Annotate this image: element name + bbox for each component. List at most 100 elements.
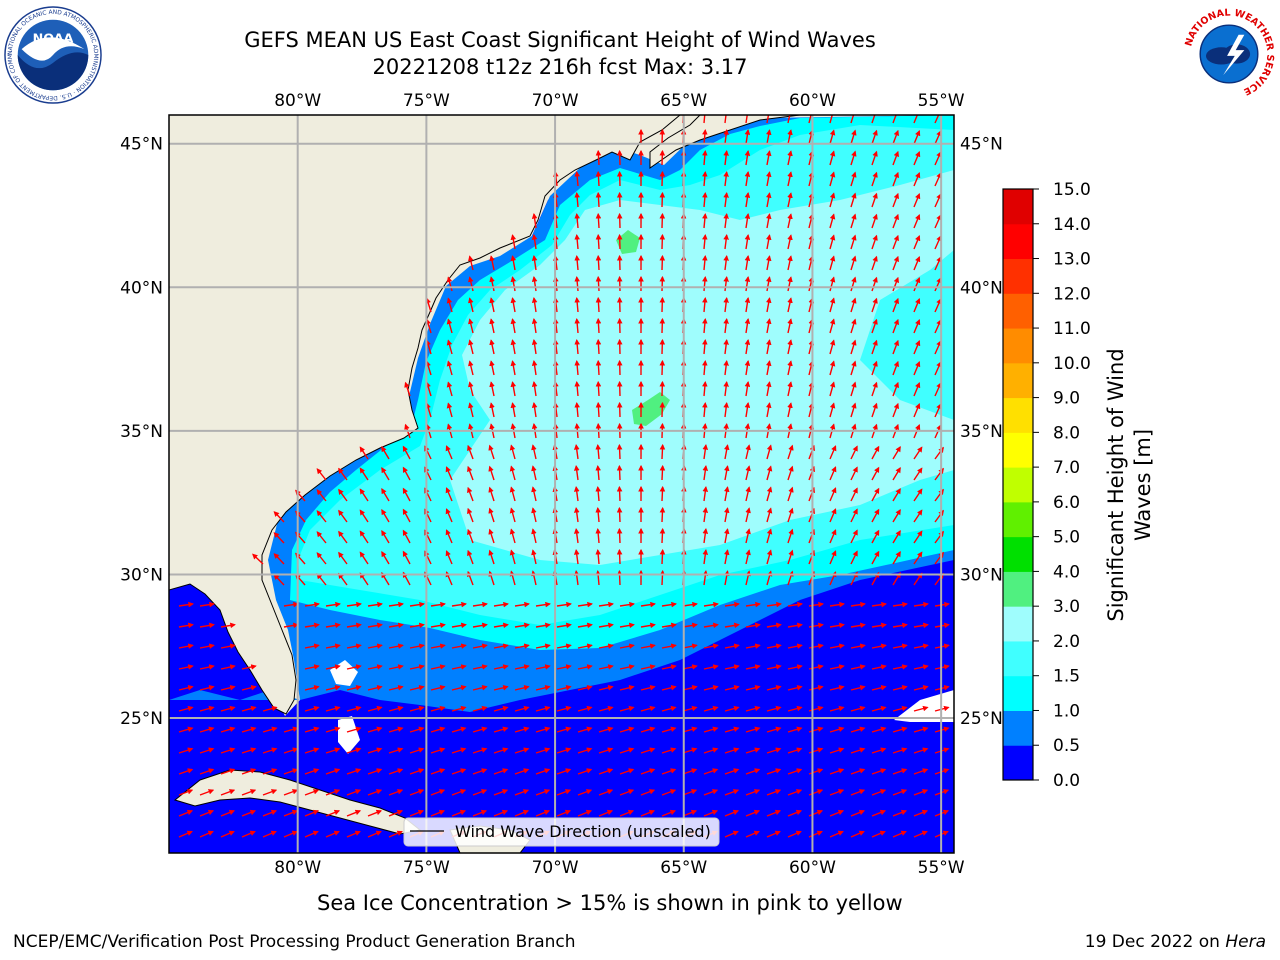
- wave-direction-arrow: [703, 789, 719, 796]
- wave-direction-arrow: [744, 192, 751, 208]
- wave-direction-arrow: [283, 601, 299, 608]
- wave-direction-arrow: [220, 809, 236, 817]
- wave-direction-arrow: [199, 705, 215, 712]
- wave-direction-arrow: [659, 548, 666, 565]
- wave-direction-arrow: [346, 747, 362, 754]
- wave-direction-arrow: [304, 789, 320, 796]
- lon-tick-label-bottom: 70°W: [532, 858, 579, 878]
- wave-direction-arrow: [766, 115, 770, 124]
- wave-direction-arrow: [220, 789, 236, 796]
- wave-direction-arrow: [787, 150, 793, 166]
- wave-direction-arrow: [661, 809, 677, 817]
- wave-direction-arrow: [199, 726, 215, 733]
- wave-direction-arrow: [325, 601, 341, 608]
- wave-direction-arrow: [616, 569, 623, 586]
- wave-direction-arrow: [425, 339, 432, 355]
- wave-direction-arrow: [787, 601, 803, 608]
- wave-direction-arrow: [304, 622, 320, 629]
- colorbar-segment: [1003, 640, 1033, 677]
- wave-direction-arrow: [388, 601, 404, 608]
- wave-direction-arrow: [346, 705, 362, 712]
- wave-direction-arrow: [446, 381, 453, 397]
- wave-direction-arrow: [388, 622, 404, 629]
- wave-direction-arrow: [808, 726, 824, 733]
- colorbar-label-line2: Waves [m]: [1131, 429, 1155, 541]
- wave-direction-arrow: [702, 296, 708, 313]
- wave-direction-arrow: [509, 465, 516, 481]
- wave-direction-arrow: [451, 705, 467, 712]
- wave-direction-arrow: [574, 275, 580, 292]
- wave-direction-arrow: [892, 830, 907, 838]
- wave-direction-arrow: [531, 528, 537, 544]
- wave-direction-arrow: [359, 467, 369, 481]
- wave-direction-arrow: [765, 276, 772, 292]
- footer-machine: Hera: [1225, 932, 1266, 952]
- wave-direction-arrow: [199, 768, 215, 775]
- wave-direction-arrow: [850, 726, 866, 733]
- wave-direction-arrow: [723, 212, 729, 229]
- wave-direction-arrow: [850, 622, 866, 629]
- wave-direction-arrow: [446, 318, 453, 334]
- wave-direction-arrow: [388, 643, 404, 649]
- wave-direction-arrow: [703, 622, 719, 629]
- wave-direction-arrow: [744, 213, 751, 229]
- wave-direction-arrow: [871, 550, 880, 565]
- wave-direction-arrow: [871, 402, 878, 418]
- wave-direction-arrow: [346, 601, 362, 608]
- wave-direction-arrow: [702, 528, 709, 544]
- wave-direction-arrow: [531, 507, 537, 523]
- wave-direction-arrow: [934, 115, 942, 124]
- wave-direction-arrow: [388, 726, 404, 733]
- wave-direction-arrow: [744, 318, 751, 334]
- wave-direction-arrow: [445, 508, 453, 523]
- wave-direction-arrow: [367, 830, 382, 838]
- wave-direction-arrow: [787, 339, 793, 355]
- wave-direction-arrow: [252, 553, 264, 565]
- wave-direction-arrow: [787, 255, 793, 271]
- colorbar-tick-label: 11.0: [1053, 319, 1091, 339]
- wave-direction-arrow: [766, 622, 782, 629]
- wave-direction-arrow: [535, 622, 551, 629]
- lon-tick-label-top: 70°W: [532, 91, 579, 111]
- wave-direction-arrow: [659, 569, 666, 586]
- wave-direction-arrow: [913, 685, 929, 691]
- wave-direction-arrow: [892, 318, 899, 334]
- wave-direction-arrow: [787, 643, 803, 649]
- wave-direction-arrow: [531, 339, 538, 355]
- wave-direction-arrow: [325, 643, 341, 649]
- wave-direction-arrow: [703, 643, 719, 649]
- wave-direction-arrow: [913, 601, 929, 608]
- wave-direction-arrow: [682, 726, 698, 733]
- wave-direction-arrow: [765, 213, 772, 229]
- wave-direction-arrow: [493, 726, 509, 733]
- wave-direction-arrow: [765, 339, 772, 355]
- wave-direction-arrow: [766, 768, 782, 775]
- wave-direction-arrow: [724, 726, 740, 733]
- wave-direction-arrow: [388, 664, 404, 670]
- wave-direction-arrow: [304, 768, 320, 775]
- wave-direction-arrow: [531, 444, 537, 460]
- wave-direction-arrow: [724, 830, 739, 838]
- wave-direction-arrow: [765, 402, 772, 418]
- wave-direction-arrow: [829, 129, 836, 145]
- wave-direction-arrow: [574, 317, 580, 334]
- wave-direction-arrow: [892, 129, 899, 145]
- wave-direction-arrow: [404, 381, 411, 397]
- colorbar: 0.0 0.5 1.0 1.5 2.0 3.0 4.0 5.0 6.0 7.0 8.0 9.0 10.0…: [1002, 180, 1091, 791]
- wave-direction-arrow: [892, 551, 901, 565]
- wave-direction-arrow: [913, 235, 921, 250]
- wave-direction-arrow: [829, 318, 836, 334]
- wave-direction-arrow: [574, 359, 580, 376]
- wave-direction-arrow: [702, 465, 709, 481]
- wave-direction-arrow: [787, 444, 794, 460]
- wave-direction-arrow: [765, 129, 772, 145]
- wave-direction-arrow: [661, 601, 677, 608]
- map-legend: Wind Wave Direction (unscaled): [403, 817, 720, 847]
- wave-direction-arrow: [489, 381, 495, 397]
- wave-direction-arrow: [402, 445, 411, 460]
- wave-direction-arrow: [577, 601, 593, 608]
- wave-direction-arrow: [871, 381, 878, 397]
- wave-direction-arrow: [892, 234, 899, 250]
- wave-direction-arrow: [598, 747, 614, 754]
- wave-direction-arrow: [934, 319, 942, 334]
